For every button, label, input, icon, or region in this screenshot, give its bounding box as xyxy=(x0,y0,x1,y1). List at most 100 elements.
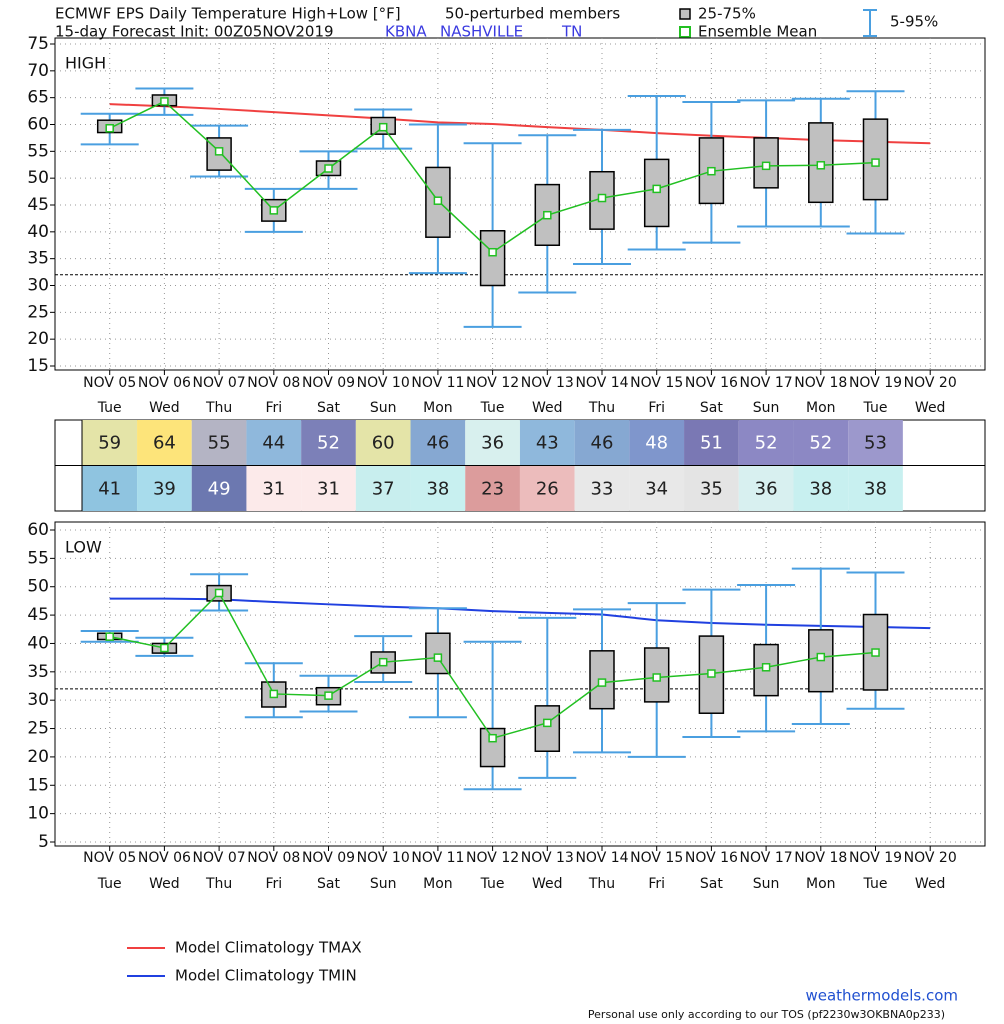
y-tick-label: 50 xyxy=(27,168,49,188)
table-value: 48 xyxy=(645,433,668,454)
table-value: 34 xyxy=(645,479,668,500)
x-weekday-label: Tue xyxy=(863,876,888,892)
x-weekday-label: Thu xyxy=(205,876,232,892)
y-tick-label: 75 xyxy=(27,34,49,54)
x-tick-label: NOV 17 xyxy=(740,850,793,866)
table-cell xyxy=(684,420,739,465)
table-cell xyxy=(410,466,466,511)
mean-marker xyxy=(160,643,169,653)
mean-marker xyxy=(105,124,114,133)
x-weekday-label: Tue xyxy=(863,400,888,416)
x-tick-label: NOV 13 xyxy=(521,375,574,391)
table-value: 41 xyxy=(98,479,121,500)
x-weekday-label: Thu xyxy=(205,400,232,416)
x-weekday-label: Mon xyxy=(423,400,453,416)
legend-tmax: Model Climatology TMAX xyxy=(175,939,362,957)
box xyxy=(479,230,506,287)
table-value: 44 xyxy=(262,433,285,454)
x-tick-label: NOV 15 xyxy=(630,850,683,866)
table-cell xyxy=(848,420,903,465)
x-tick-label: NOV 19 xyxy=(849,850,902,866)
legend-mean-label: Ensemble Mean xyxy=(698,23,817,41)
mean-marker xyxy=(433,196,443,205)
x-tick-label: NOV 18 xyxy=(794,850,847,866)
x-tick-label: NOV 10 xyxy=(357,850,410,866)
table-value: 46 xyxy=(591,433,614,454)
x-tick-label: NOV 05 xyxy=(83,375,136,391)
x-weekday-label: Fri xyxy=(648,876,665,892)
mean-marker xyxy=(816,161,826,170)
x-tick-label: NOV 09 xyxy=(302,375,355,391)
mean-marker xyxy=(871,648,880,657)
city: NASHVILLE xyxy=(440,23,523,41)
x-weekday-label: Sat xyxy=(317,876,340,892)
mean-marker xyxy=(707,669,716,678)
y-tick-label: 5 xyxy=(38,832,49,852)
x-tick-label: NOV 12 xyxy=(466,850,519,866)
table-cell xyxy=(465,466,520,511)
x-tick-label: NOV 06 xyxy=(138,850,191,866)
mean-marker xyxy=(160,97,169,106)
x-weekday-label: Tue xyxy=(480,400,505,416)
x-tick-label: NOV 16 xyxy=(685,850,738,866)
table-cell xyxy=(301,466,356,511)
table-cell xyxy=(301,420,356,465)
x-tick-label: NOV 20 xyxy=(904,375,957,391)
table-cell xyxy=(410,420,466,465)
table-cell xyxy=(574,420,630,465)
table-value: 31 xyxy=(317,479,340,500)
table-cell xyxy=(629,420,685,465)
legend-tmin: Model Climatology TMIN xyxy=(175,967,357,985)
y-tick-label: 55 xyxy=(27,548,49,568)
panel-label: LOW xyxy=(65,538,102,557)
mean-marker xyxy=(488,733,497,743)
x-tick-label: NOV 19 xyxy=(849,375,902,391)
mean-marker xyxy=(871,158,880,167)
table-cell xyxy=(738,420,794,465)
y-tick-label: 40 xyxy=(27,222,49,242)
table-value: 33 xyxy=(591,479,614,500)
table-cell xyxy=(793,466,849,511)
table-value: 38 xyxy=(426,479,449,500)
mean-marker xyxy=(761,161,771,171)
legend-box-label: 25-75% xyxy=(698,5,756,23)
table-value: 23 xyxy=(481,479,504,500)
panel-label: HIGH xyxy=(65,54,106,73)
state: TN xyxy=(561,23,582,41)
x-weekday-label: Tue xyxy=(480,876,505,892)
x-tick-label: NOV 11 xyxy=(411,850,464,866)
table-cell xyxy=(82,420,138,465)
y-tick-label: 50 xyxy=(27,577,49,597)
x-weekday-label: Thu xyxy=(588,400,615,416)
mean-marker xyxy=(269,206,279,215)
x-weekday-label: Wed xyxy=(915,876,946,892)
table-value: 64 xyxy=(153,433,176,454)
y-tick-label: 25 xyxy=(27,302,49,322)
mean-marker xyxy=(597,193,607,203)
box xyxy=(534,705,561,752)
y-tick-label: 35 xyxy=(27,249,49,269)
mean-marker xyxy=(488,247,497,257)
legend-whisker-label: 5-95% xyxy=(890,13,938,31)
mean-marker xyxy=(324,691,333,700)
y-tick-label: 20 xyxy=(27,329,49,349)
y-tick-label: 30 xyxy=(27,276,49,296)
table-value: 43 xyxy=(536,433,559,454)
mean-marker xyxy=(214,147,224,156)
x-weekday-label: Mon xyxy=(806,400,836,416)
table-cell xyxy=(191,466,247,511)
x-weekday-label: Wed xyxy=(532,876,563,892)
table-value: 59 xyxy=(98,433,121,454)
table-value: 38 xyxy=(864,479,887,500)
site: weathermodels.com xyxy=(805,987,958,1005)
y-tick-label: 10 xyxy=(27,804,49,824)
plot-frame xyxy=(54,521,986,847)
mean-marker xyxy=(597,678,607,687)
table-value: 46 xyxy=(426,433,449,454)
y-tick-label: 55 xyxy=(27,141,49,161)
x-weekday-label: Wed xyxy=(149,400,180,416)
table-value: 38 xyxy=(809,479,832,500)
x-tick-label: NOV 14 xyxy=(575,375,628,391)
x-weekday-label: Thu xyxy=(588,876,615,892)
x-weekday-label: Wed xyxy=(915,400,946,416)
